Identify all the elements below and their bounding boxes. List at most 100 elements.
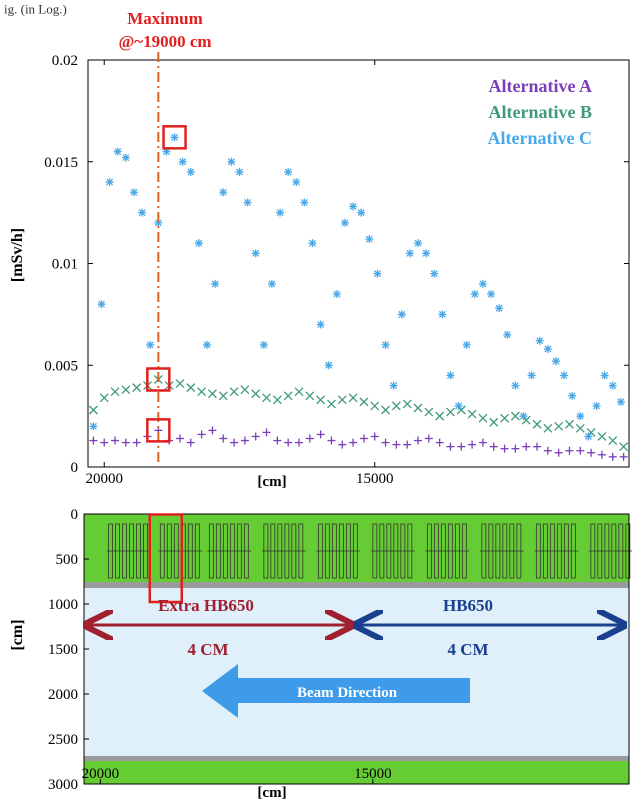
beam-direction-arrow xyxy=(202,664,470,718)
data-point xyxy=(121,385,131,395)
data-point xyxy=(357,208,366,217)
data-point xyxy=(292,178,301,187)
data-point xyxy=(230,438,239,447)
highlight-box xyxy=(146,367,171,392)
data-point xyxy=(235,167,244,176)
data-point xyxy=(175,434,184,443)
data-point xyxy=(446,371,455,380)
cryomodule xyxy=(534,523,579,579)
cryomodule xyxy=(106,523,151,579)
data-point xyxy=(251,249,260,258)
data-point xyxy=(587,448,596,457)
data-point xyxy=(568,391,577,400)
data-point xyxy=(99,393,109,403)
bottom-x-axis-label: [cm] xyxy=(257,785,286,801)
series-alternative-a xyxy=(89,426,628,461)
data-point xyxy=(146,340,155,349)
data-point xyxy=(560,371,569,380)
data-point xyxy=(186,383,196,393)
data-point xyxy=(565,419,574,429)
data-point xyxy=(197,430,206,439)
data-point xyxy=(194,239,203,248)
data-point xyxy=(259,340,268,349)
data-point xyxy=(349,438,358,447)
data-point xyxy=(359,397,369,407)
cryomodule xyxy=(316,523,361,579)
data-point xyxy=(487,290,496,299)
top-y-tick-label: 0.01 xyxy=(52,257,78,273)
data-point xyxy=(197,387,207,397)
data-point xyxy=(294,387,304,397)
data-point xyxy=(478,438,487,447)
data-point xyxy=(575,423,585,433)
beam-direction-label: Beam Direction xyxy=(297,685,398,701)
data-point xyxy=(619,442,629,452)
highlight-box xyxy=(162,125,187,150)
data-point xyxy=(305,391,315,401)
data-point xyxy=(208,426,217,435)
data-point xyxy=(511,381,520,390)
upper-wall-line xyxy=(84,582,629,588)
data-point xyxy=(272,395,282,405)
data-point xyxy=(511,444,520,453)
cavity-highlight-box xyxy=(148,513,183,604)
cryomodule xyxy=(261,523,306,579)
lower-wall-line xyxy=(84,756,629,761)
data-point xyxy=(503,330,512,339)
data-point xyxy=(111,436,120,445)
data-point xyxy=(338,440,347,449)
data-point xyxy=(305,434,314,443)
data-point xyxy=(532,419,542,429)
data-point xyxy=(414,239,423,248)
top-plot-frame xyxy=(87,59,630,468)
data-point xyxy=(616,397,625,406)
cryomodule xyxy=(158,523,203,579)
data-point xyxy=(132,383,142,393)
data-point xyxy=(97,300,106,309)
data-point xyxy=(381,438,390,447)
data-point xyxy=(251,432,260,441)
data-point xyxy=(121,153,130,162)
legend-item-alternative-a: Alternative A xyxy=(489,76,592,96)
data-point xyxy=(543,423,553,433)
data-point xyxy=(592,401,601,410)
data-point xyxy=(283,391,293,401)
data-point xyxy=(359,434,368,443)
data-point xyxy=(267,279,276,288)
data-point xyxy=(422,249,431,258)
top-x-tick-label: 20000 xyxy=(85,471,123,487)
data-point xyxy=(211,279,220,288)
data-point xyxy=(240,385,250,395)
data-point xyxy=(619,452,628,461)
data-point xyxy=(519,412,528,421)
top-y-tick-label: 0.015 xyxy=(44,155,78,171)
data-point xyxy=(381,340,390,349)
maximum-label: Maximum xyxy=(127,9,203,28)
data-point xyxy=(308,239,317,248)
data-point xyxy=(565,446,574,455)
top-y-axis: 0 0.005 0.01 0.015 0.02 xyxy=(44,53,629,476)
data-point xyxy=(132,438,141,447)
data-point xyxy=(597,432,607,441)
data-point xyxy=(397,310,406,319)
top-x-tick-label: 15000 xyxy=(356,471,394,487)
top-x-axis: 20000 15000 xyxy=(85,60,393,487)
top-y-tick-label: 0.02 xyxy=(52,53,78,69)
data-point xyxy=(240,436,249,445)
highlight-box xyxy=(146,418,171,443)
top-y-axis-label: [mSv/h] xyxy=(9,228,26,282)
data-point xyxy=(340,218,349,227)
data-point xyxy=(457,442,466,451)
data-point xyxy=(435,411,445,421)
data-point xyxy=(138,208,147,217)
bottom-y-tick-label: 2500 xyxy=(48,732,78,748)
data-point xyxy=(327,436,336,445)
data-point xyxy=(535,336,544,345)
data-point xyxy=(446,407,455,417)
data-point xyxy=(462,340,471,349)
data-point xyxy=(381,405,391,415)
data-point xyxy=(543,446,552,455)
data-point xyxy=(284,438,293,447)
bottom-y-axis-label: [cm] xyxy=(9,619,26,650)
data-point xyxy=(554,421,564,431)
